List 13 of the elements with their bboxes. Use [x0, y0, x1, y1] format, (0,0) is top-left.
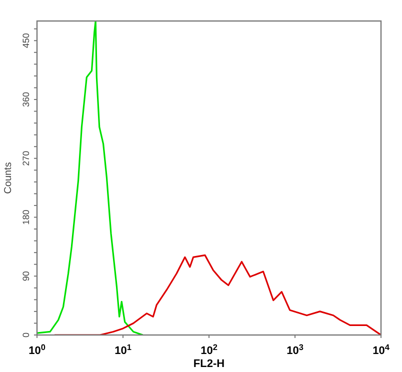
- y-tick-label: 90: [21, 271, 31, 282]
- x-tick-label: 10$^{0}$: [28, 342, 46, 357]
- x-tick-label: 10$^{2}$: [200, 342, 218, 357]
- y-tick-label: 450: [21, 33, 31, 48]
- x-tick-label: 10$^{3}$: [286, 342, 304, 357]
- x-axis-title: FL2-H: [193, 358, 225, 370]
- y-tick-label: 270: [21, 150, 31, 166]
- y-tick-label: 0: [21, 332, 31, 338]
- y-tick-label: 180: [21, 210, 31, 225]
- x-tick-label: 10$^{4}$: [372, 342, 390, 357]
- y-tick-label: 360: [21, 92, 31, 108]
- y-axis-title: Counts: [3, 162, 14, 194]
- x-tick-label: 10$^{1}$: [114, 342, 132, 357]
